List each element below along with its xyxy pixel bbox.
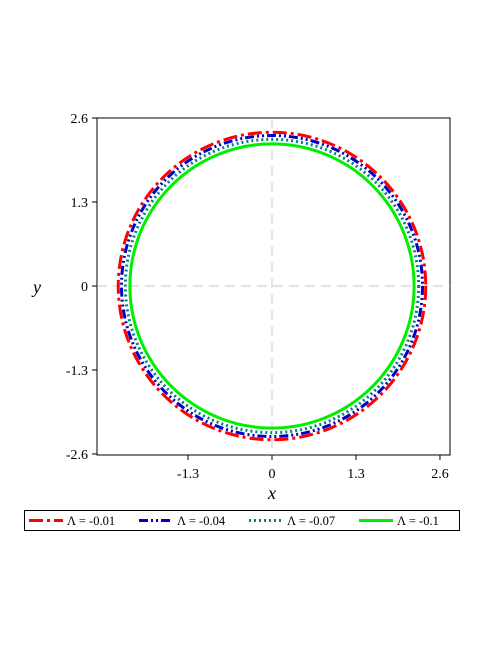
- y-tick-label: 1.3: [71, 196, 89, 211]
- crosshair-grid: [97, 118, 450, 455]
- x-axis-title: x: [267, 483, 276, 500]
- x-tick-label: 1.3: [347, 467, 365, 482]
- legend-label-1: Λ = -0.01: [67, 514, 115, 528]
- y-tick-label: 0: [81, 280, 88, 295]
- series-curve-2: [119, 133, 425, 439]
- legend-label-2: Λ = -0.04: [177, 514, 226, 528]
- y-tick-label: -1.3: [66, 364, 88, 379]
- x-axis-ticks: -1.3 0 1.3 2.6: [177, 455, 449, 482]
- x-tick-label: -1.3: [177, 467, 199, 482]
- legend-label-3: Λ = -0.07: [287, 514, 335, 528]
- x-tick-label: 2.6: [431, 467, 449, 482]
- legend-label-4: Λ = -0.1: [397, 514, 439, 528]
- series-layer: [116, 130, 428, 442]
- legend: Λ = -0.01 Λ = -0.04 Λ = -0.07 Λ = -0.1: [24, 510, 460, 531]
- series-curve-3: [123, 137, 421, 435]
- y-axis-title: y: [31, 277, 41, 297]
- chart: -1.3 0 1.3 2.6 -2.6 -1.3 0 1.3 2.6 x y: [31, 112, 451, 500]
- series-curve-4: [128, 142, 416, 430]
- y-tick-label: -2.6: [66, 448, 88, 463]
- series-curve-1: [116, 130, 428, 442]
- y-tick-label: 2.6: [71, 112, 89, 127]
- x-tick-label: 0: [269, 467, 276, 482]
- y-axis-ticks: -2.6 -1.3 0 1.3 2.6: [66, 112, 97, 463]
